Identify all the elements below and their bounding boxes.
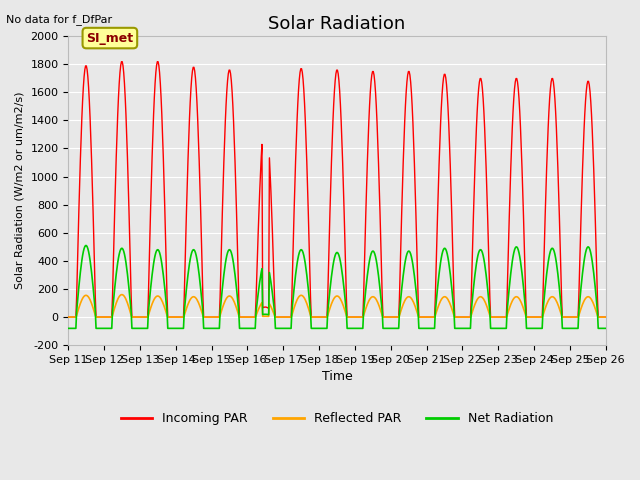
Y-axis label: Solar Radiation (W/m2 or um/m2/s): Solar Radiation (W/m2 or um/m2/s) [15, 92, 25, 289]
Text: No data for f_DfPar: No data for f_DfPar [6, 14, 113, 25]
Text: SI_met: SI_met [86, 32, 133, 45]
Title: Solar Radiation: Solar Radiation [268, 15, 406, 33]
X-axis label: Time: Time [322, 371, 353, 384]
Legend: Incoming PAR, Reflected PAR, Net Radiation: Incoming PAR, Reflected PAR, Net Radiati… [116, 407, 558, 430]
